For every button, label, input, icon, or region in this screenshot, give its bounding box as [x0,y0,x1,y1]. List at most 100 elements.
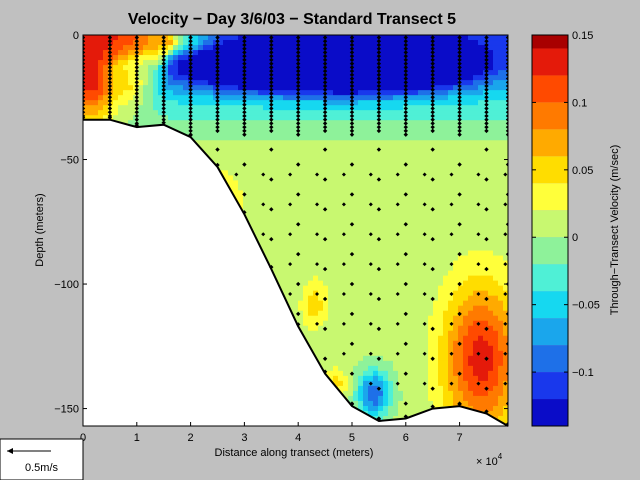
field-cell [388,140,394,146]
field-cell [393,35,399,41]
field-cell [388,300,394,307]
field-cell [358,205,364,212]
field-cell [363,225,369,232]
field-cell [318,45,324,51]
field-cell [183,110,189,116]
field-cell [383,405,389,412]
field-cell [348,155,354,161]
field-cell [338,295,344,302]
field-cell [293,75,299,81]
field-cell [288,60,294,66]
field-cell [273,70,279,76]
field-cell [183,100,189,106]
field-cell [233,60,239,66]
field-cell [388,285,394,292]
field-cell [333,350,339,357]
field-cell [358,390,364,397]
field-cell [283,95,289,101]
field-cell [378,340,384,347]
field-cell [328,160,334,166]
field-cell [328,195,334,202]
field-cell [198,70,204,76]
field-cell [168,65,174,71]
field-cell [203,85,209,91]
field-cell [398,225,404,232]
field-cell [308,110,314,116]
field-cell [268,220,274,227]
field-cell [123,35,129,41]
field-cell [223,170,229,176]
field-cell [283,180,289,186]
field-cell [358,215,364,222]
field-cell [248,185,254,191]
field-cell [368,235,374,242]
field-cell [348,130,354,136]
field-cell [348,205,354,212]
field-cell [398,185,404,191]
field-cell [208,110,214,116]
field-cell [358,70,364,76]
field-cell [253,80,259,86]
field-cell [343,335,349,342]
field-cell [263,165,269,171]
field-cell [323,215,329,222]
field-cell [153,90,159,96]
field-cell [363,50,369,56]
field-cell [338,335,344,342]
field-cell [353,290,359,297]
field-cell [153,70,159,76]
field-cell [358,180,364,186]
field-cell [153,100,159,106]
field-cell [238,145,244,151]
field-cell [243,85,249,91]
field-cell [308,90,314,96]
field-cell [373,275,379,282]
field-cell [343,125,349,131]
field-cell [388,345,394,352]
field-cell [353,90,359,96]
field-cell [383,345,389,352]
field-cell [298,180,304,186]
field-cell [263,205,269,212]
field-cell [323,335,329,342]
field-cell [148,100,154,106]
field-cell [338,215,344,222]
field-cell [363,255,369,262]
field-cell [363,55,369,61]
field-cell [373,400,379,407]
field-cell [328,255,334,262]
field-cell [318,350,324,357]
field-cell [143,40,149,46]
field-cell [328,290,334,297]
field-cell [218,80,224,86]
field-cell [238,120,244,126]
field-cell [273,240,279,247]
field-cell [298,235,304,242]
field-cell [123,55,129,61]
field-cell [343,275,349,282]
field-cell [373,100,379,106]
field-cell [383,305,389,312]
field-cell [238,80,244,86]
field-cell [363,115,369,121]
field-cell [383,135,389,141]
field-cell [118,50,124,56]
field-cell [93,105,99,111]
field-cell [273,145,279,151]
field-cell [128,95,134,101]
field-cell [233,80,239,86]
field-cell [218,45,224,51]
field-cell [303,275,309,282]
field-cell [288,195,294,202]
field-cell [333,365,339,372]
field-cell [328,260,334,267]
field-cell [338,375,344,382]
field-cell [323,220,329,227]
field-cell [228,135,234,141]
field-cell [348,200,354,207]
field-cell [143,60,149,66]
field-cell [338,165,344,171]
field-cell [313,115,319,121]
field-cell [143,65,149,71]
field-cell [378,370,384,377]
